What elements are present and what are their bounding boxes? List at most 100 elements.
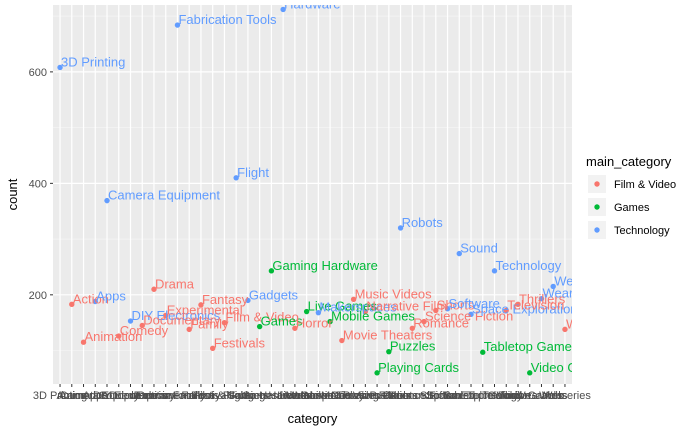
data-point <box>468 311 474 318</box>
x-tick-label: Tabletop Games <box>443 390 524 402</box>
point-label: Tabletop Games <box>484 339 579 354</box>
data-point <box>104 197 110 204</box>
point-label: Live Games <box>308 299 378 314</box>
legend-key-point <box>594 181 600 187</box>
point-label: Festivals <box>214 335 266 350</box>
data-point <box>151 286 157 292</box>
data-point <box>527 370 533 376</box>
x-tick-label: Space Exploration <box>426 390 515 402</box>
data-point <box>374 370 380 376</box>
data-point <box>127 318 134 324</box>
x-tick-label: Robots <box>383 390 418 402</box>
data-point <box>562 326 568 333</box>
data-point <box>315 309 322 316</box>
x-tick-label: Science Fiction <box>387 390 462 402</box>
point-label: Thrillers <box>519 291 566 306</box>
grid-lines <box>53 5 572 384</box>
x-axis-title: category <box>288 411 338 426</box>
point-label: Horror <box>296 315 334 330</box>
data-point <box>491 268 498 274</box>
point-label: Sound <box>460 241 498 256</box>
y-tick-label: 600 <box>29 67 47 79</box>
x-tick-label: Experimental <box>134 390 198 402</box>
point-label: Music Videos <box>355 286 433 301</box>
data-point <box>421 318 427 325</box>
data-point <box>503 307 509 314</box>
x-tick-label: Software <box>426 390 469 402</box>
point-label: Shorts <box>437 297 475 312</box>
point-label: Science Fiction <box>425 309 513 324</box>
legend-key-point <box>594 204 600 210</box>
point-label: Hardware <box>284 0 340 11</box>
point-label: Action <box>73 291 109 306</box>
x-tick-label: Television <box>482 390 530 402</box>
data-point <box>397 225 404 231</box>
x-tick-label: Fabrication Tools <box>136 390 219 402</box>
data-point <box>538 296 545 302</box>
x-tick-label: Movie Theaters <box>304 390 380 402</box>
point-label: Technology <box>496 258 562 273</box>
legend-title: main_category <box>586 154 672 169</box>
x-tick-label: Sound <box>443 390 475 402</box>
legend-label: Film & Video <box>614 179 676 191</box>
data-point <box>174 22 181 28</box>
point-label: Makerspaces <box>319 300 397 315</box>
data-point <box>92 298 98 305</box>
point-label: Experimental <box>167 302 243 317</box>
x-tick-label: Comedy <box>98 390 139 402</box>
point-label: Wearables <box>542 286 604 301</box>
x-tick-label: Action <box>56 390 87 402</box>
point-label: Romance <box>413 315 469 330</box>
y-tick-label: 200 <box>29 290 47 302</box>
data-point <box>57 64 63 71</box>
data-point <box>303 308 310 315</box>
x-tick-label: Webseries <box>539 390 591 402</box>
data-point <box>280 6 286 13</box>
x-tick-label: 3D Printing <box>33 390 87 402</box>
point-label: Software <box>449 296 500 311</box>
x-tick-label: Film & Video <box>193 390 255 402</box>
point-label: Drama <box>155 276 195 291</box>
data-point <box>69 301 75 307</box>
x-tick-label: Mobile Games <box>295 390 366 402</box>
data-point <box>116 333 122 339</box>
plot-panel <box>53 5 572 384</box>
x-tick-label: Wearables <box>515 390 568 402</box>
x-tick-label: Shorts <box>420 390 452 402</box>
point-label: Family <box>190 316 229 331</box>
data-point <box>386 348 392 355</box>
x-tick-label: Technology <box>467 390 523 402</box>
data-point <box>198 302 204 308</box>
x-tick-label: Web <box>542 390 564 402</box>
legend-label: Games <box>614 202 650 214</box>
x-tick-label: Narrative Film <box>331 390 399 402</box>
point-label: DIY Electronics <box>131 308 220 323</box>
data-point <box>221 319 228 326</box>
x-tick-label: Hardware <box>259 390 307 402</box>
data-point <box>515 301 521 307</box>
data-point <box>139 322 145 329</box>
point-label: Space Exploration <box>472 301 578 316</box>
point-label: Webseries <box>566 316 628 331</box>
x-tick-label: Romance <box>389 390 436 402</box>
x-tick-label: Games <box>242 390 278 402</box>
y-axis-title: count <box>5 178 20 210</box>
x-tick-label: Gadgets <box>227 390 269 402</box>
point-labels: 3D Printing Action Animation Apps Camera Equ… <box>61 0 628 375</box>
x-tick-label: Puzzles <box>370 390 409 402</box>
legend: main_category Film & Video Games Technolog… <box>586 154 676 239</box>
data-point <box>433 307 439 314</box>
data-points <box>57 6 568 376</box>
point-label: 3D Printing <box>61 54 125 69</box>
x-tick-label: Flight <box>223 390 250 402</box>
point-label: Video Games <box>531 360 610 375</box>
data-point <box>480 349 486 355</box>
point-label: Robots <box>402 215 444 230</box>
data-point <box>409 325 416 331</box>
x-tick-label: Camera Equipment <box>60 390 155 402</box>
x-tick-label: Animation <box>59 390 108 402</box>
data-point <box>80 339 87 345</box>
point-label: Fantasy <box>202 292 249 307</box>
point-label: Television <box>507 297 564 312</box>
